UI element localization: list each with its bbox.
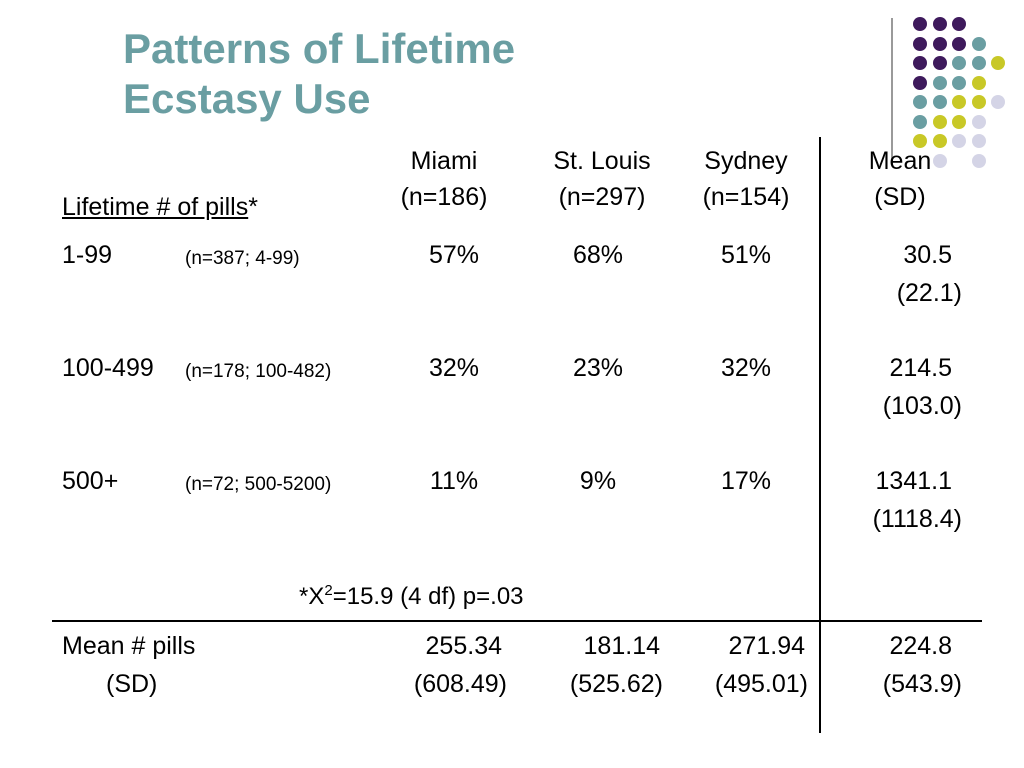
decorative-dot [971,134,986,148]
decorative-dot [971,114,986,129]
cell-mean: 1341.1 [875,467,952,495]
row-label: 1-99 [62,241,113,269]
cell-sydney: 32% [720,354,772,382]
decorative-dot [971,95,986,109]
cell-sd: (1118.4) [872,505,962,533]
decorative-dot [952,75,966,90]
decorative-dot [913,56,927,70]
cell-miami: 32% [428,354,480,382]
summary-miami: 255.34 [425,632,502,660]
decorative-dot-grid [0,0,1024,200]
decorative-dot [952,36,966,51]
slide-title: Patterns of Lifetime Ecstasy Use [123,24,515,124]
row-sub-label: (n=178; 100-482) [185,361,332,382]
row-label: 500+ [62,467,119,495]
decorative-dot [952,95,966,109]
cell-miami: 57% [428,241,480,269]
chi-superscript: 2 [324,582,333,599]
chi-suffix: =15.9 (4 df) p=.03 [332,583,524,610]
summary-mean-sd: (543.9) [882,670,962,698]
column-n: (n=186) [400,183,488,211]
decorative-dot [932,114,947,129]
column-header-sydney: Sydney (n=154) [686,146,806,212]
decorative-dot [913,75,927,90]
column-header-st-louis: St. Louis (n=297) [537,146,667,212]
cell-sd: (22.1) [896,279,962,307]
decorative-dot [952,114,966,129]
column-header-miami: Miami (n=186) [384,146,504,212]
summary-sublabel: (SD) [106,670,158,698]
row-sub-label: (n=387; 4-99) [185,248,300,269]
summary-mean: 224.8 [889,632,952,660]
column-name: St. Louis [553,147,651,175]
row-label: 100-499 [62,354,154,382]
decorative-dot [932,36,947,51]
title-line-2: Ecstasy Use [123,75,371,122]
summary-st-louis: 181.14 [583,632,660,660]
decorative-vertical-line [891,18,893,163]
column-n: (n=297) [558,183,646,211]
chi-prefix: *X [299,583,325,610]
column-divider [819,137,821,733]
decorative-dot [932,95,947,109]
summary-sydney-sd: (495.01) [714,670,808,698]
cell-st-louis: 23% [572,354,624,382]
summary-divider [52,620,982,622]
decorative-dot [971,56,986,70]
decorative-dot [971,75,986,90]
cell-st-louis: 9% [579,467,617,495]
cell-mean: 30.5 [903,241,952,269]
cell-sydney: 17% [720,467,772,495]
title-line-1: Patterns of Lifetime [123,25,516,72]
decorative-dot [932,17,947,31]
summary-st-louis-sd: (525.62) [569,670,663,698]
summary-miami-sd: (608.49) [413,670,507,698]
row-header: Lifetime # of pills* [62,192,258,222]
decorative-dot [952,134,966,148]
column-name: Mean [868,147,932,175]
row-sub-label: (n=72; 500-5200) [185,474,332,495]
decorative-dot [913,114,927,129]
column-n: (n=154) [702,183,790,211]
chi-square-footnote: *X2=15.9 (4 df) p=.03 [299,582,524,612]
decorative-dot [932,75,947,90]
cell-miami: 11% [429,467,479,495]
column-header-mean: Mean (SD) [850,146,950,212]
decorative-dot [932,153,947,168]
cell-st-louis: 68% [572,241,624,269]
summary-label: Mean # pills [62,632,196,660]
decorative-dot [913,95,927,109]
column-name: Miami [410,147,478,175]
decorative-dot [913,36,927,51]
decorative-dot [913,17,927,31]
column-name: Sydney [704,147,788,175]
decorative-dot [971,36,986,51]
cell-sydney: 51% [720,241,772,269]
decorative-dot [932,56,947,70]
row-header-label: Lifetime # of pills [62,193,249,221]
decorative-dot [952,17,966,31]
decorative-dot [971,153,986,168]
column-n: (SD) [874,183,926,211]
decorative-dot [913,134,927,148]
row-header-asterisk: * [248,193,258,221]
cell-mean: 214.5 [889,354,952,382]
decorative-dot [952,56,966,70]
decorative-dot [991,95,1005,109]
decorative-dot [991,56,1005,70]
summary-sydney: 271.94 [728,632,805,660]
cell-sd: (103.0) [882,392,962,420]
decorative-dot [932,134,947,148]
